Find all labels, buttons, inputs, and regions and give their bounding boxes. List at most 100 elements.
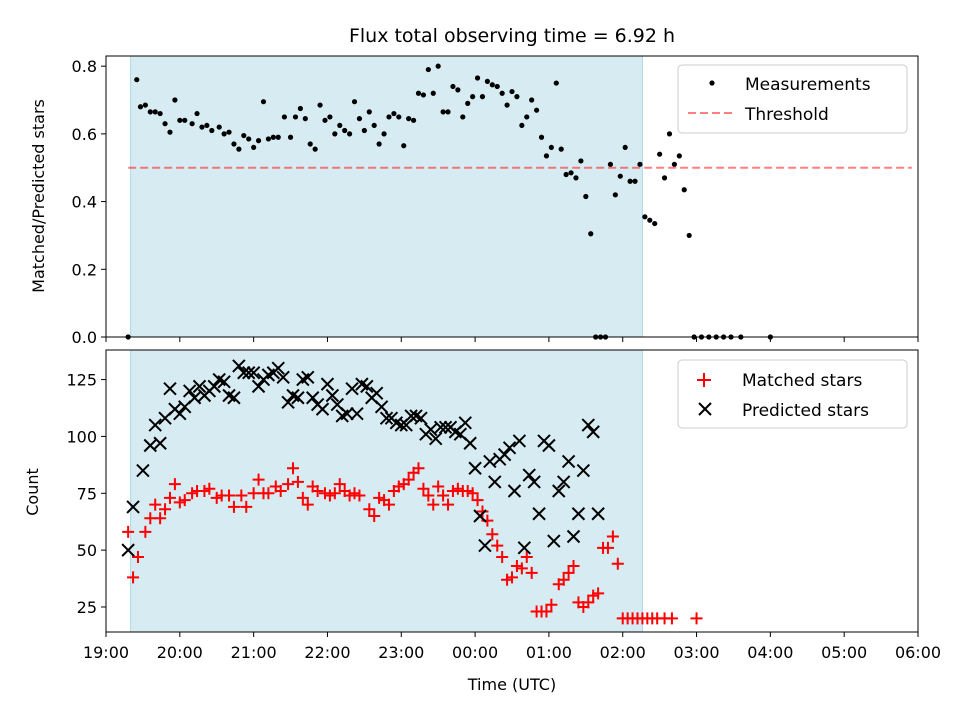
matched-star-point	[437, 489, 450, 502]
matched-star-point	[291, 475, 304, 488]
ratio-y-axis-ticks: 0.0 0.2 0.4 0.6 0.8	[72, 57, 106, 347]
x-tick-label: 19:00	[83, 643, 129, 662]
measurement-point	[519, 122, 525, 129]
predicted-star-point	[502, 441, 517, 455]
matched-star-point	[601, 541, 614, 554]
matched-star-point	[506, 571, 518, 584]
y-tick-label: 0.4	[72, 193, 97, 212]
predicted-star-point	[512, 434, 527, 448]
measurement-point	[371, 122, 377, 129]
matched-star-point	[611, 557, 624, 570]
measurement-point	[494, 83, 500, 90]
measurement-point	[167, 129, 173, 135]
measurement-point	[327, 114, 333, 120]
measurement-point	[661, 175, 668, 181]
measurement-point	[538, 134, 545, 140]
measurement-point	[588, 231, 594, 237]
x-tick-label: 03:00	[673, 643, 719, 662]
predicted-star-point	[414, 411, 428, 425]
measurement-point	[425, 66, 431, 73]
predicted-star-point	[251, 379, 266, 394]
matched-star-point	[163, 491, 176, 504]
legend-predicted-label: Predicted stars	[742, 401, 869, 421]
matched-star-point	[496, 550, 509, 563]
count-x-axis-ticks: 19:00 20:00 21:00 22:00 23:00 00:00 01:00 02:00…	[83, 632, 941, 662]
predicted-star-point	[281, 395, 295, 410]
predicted-star-point	[517, 541, 532, 555]
matched-star-point	[287, 462, 300, 475]
predicted-star-point	[315, 402, 330, 416]
predicted-star-point	[561, 454, 576, 469]
measurement-point	[460, 114, 466, 120]
measurement-point	[450, 83, 456, 90]
y-tick-label: 0.8	[72, 57, 97, 76]
measurement-point	[504, 102, 510, 108]
matched-star-point	[159, 503, 172, 516]
matched-star-point	[432, 480, 445, 493]
predicted-star-point	[483, 454, 497, 469]
matched-star-point	[525, 566, 538, 579]
measurement-point	[514, 94, 520, 100]
predicted-star-point	[438, 420, 453, 435]
observing-window-band	[130, 55, 643, 338]
matched-star-point	[476, 505, 489, 518]
measurement-point	[351, 99, 358, 105]
matched-star-point	[491, 539, 504, 552]
predicted-star-point	[305, 391, 320, 405]
matched-star-point	[127, 571, 140, 584]
measurement-point	[455, 87, 461, 93]
measurement-point	[499, 90, 505, 96]
matched-star-point	[223, 489, 236, 502]
predicted-star-point	[345, 381, 359, 396]
measurement-point	[157, 110, 163, 117]
predicted-star-point	[581, 418, 595, 432]
matched-star-point	[353, 489, 366, 502]
matched-star-point	[402, 473, 415, 486]
predicted-star-point	[424, 422, 438, 437]
predicted-star-point	[291, 391, 305, 405]
matched-star-point	[486, 528, 499, 541]
measurement-point	[347, 131, 353, 137]
matched-star-point	[274, 485, 287, 497]
measurement-point	[524, 114, 530, 120]
measurement-point	[573, 175, 579, 181]
measurement-point	[246, 136, 252, 142]
measurement-point	[297, 105, 303, 112]
matched-star-point	[562, 566, 575, 579]
observing-window-rect	[130, 55, 643, 338]
measurement-point	[199, 124, 205, 130]
predicted-star-point	[591, 507, 605, 521]
measurement-point	[361, 127, 367, 134]
matched-star-point	[311, 485, 324, 497]
measurement-point	[209, 127, 215, 134]
measurement-point	[287, 134, 294, 140]
predicted-star-point	[374, 400, 389, 414]
legend-predicted-marker	[698, 402, 712, 416]
x-tick-label: 23:00	[378, 643, 424, 662]
matched-star-point	[252, 473, 265, 486]
measurement-point	[534, 107, 540, 113]
measurement-point	[189, 121, 195, 127]
ratio-plot-frame	[105, 55, 919, 338]
matched-star-points	[122, 462, 703, 625]
y-tick-label: 50	[77, 541, 97, 560]
predicted-star-point	[182, 384, 197, 398]
predicted-star-point	[576, 463, 591, 478]
matched-star-point	[178, 494, 191, 507]
measurement-point	[568, 170, 574, 176]
matched-star-point	[545, 598, 558, 611]
measurement-point	[401, 143, 407, 149]
y-tick-label: 0.0	[72, 328, 97, 347]
predicted-star-point	[217, 375, 231, 389]
measurement-point	[578, 158, 584, 164]
matched-star-point	[665, 612, 678, 625]
measurement-point	[162, 121, 168, 127]
matched-star-point	[168, 478, 181, 491]
predicted-star-point	[429, 431, 443, 446]
x-tick-label: 04:00	[747, 643, 793, 662]
measurement-point	[182, 117, 188, 123]
matched-star-point	[333, 478, 346, 491]
predicted-star-point	[542, 438, 556, 453]
measurement-point	[236, 146, 242, 152]
matched-star-point	[567, 560, 580, 573]
